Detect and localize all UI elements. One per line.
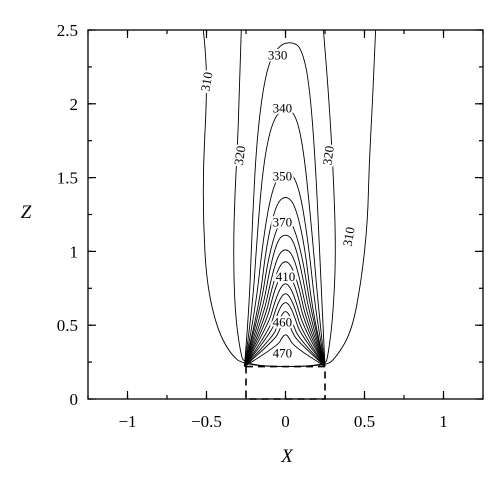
contour-label-370: 370 <box>273 214 293 229</box>
contour-label-330: 330 <box>268 48 288 63</box>
contour-440-line <box>244 302 326 367</box>
y-tick-label: 1.5 <box>57 169 78 188</box>
axis-layer: −1 −0.5 0 0.5 1 0 0.5 1 1.5 2 2.5 <box>57 21 484 431</box>
contour-label-470: 470 <box>273 346 293 361</box>
contour-360-line <box>243 197 326 367</box>
x-tick-label: −0.5 <box>191 412 222 431</box>
x-tick-label: 1 <box>439 412 448 431</box>
y-tick-label: 2.5 <box>57 21 78 40</box>
contour-layer <box>202 29 377 400</box>
y-tick-label: 0 <box>70 390 79 409</box>
contour-label-310: 310 <box>197 71 215 93</box>
contour-420-line <box>244 283 326 367</box>
contour-470-line <box>244 334 326 367</box>
contour-label-layer: 310 320 330 340 350 370 410 460 470 320 310 <box>195 46 359 363</box>
y-tick-label: 0.5 <box>57 316 78 335</box>
x-tick-label: −1 <box>118 412 136 431</box>
contour-430-line <box>244 293 326 367</box>
contour-340-line <box>243 108 326 367</box>
contour-370-line <box>243 218 326 367</box>
contour-390-line <box>243 249 326 367</box>
contour-label-320: 320 <box>319 145 337 166</box>
contour-label-460: 460 <box>273 315 293 330</box>
contour-400-line <box>243 261 326 367</box>
contour-label-320: 320 <box>231 145 249 166</box>
x-tick-label: 0.5 <box>354 412 375 431</box>
y-tick-label: 2 <box>70 95 79 114</box>
y-axis-title: Z <box>21 202 32 223</box>
contour-450-line <box>244 311 326 367</box>
x-tick-label: 0 <box>281 412 290 431</box>
contour-label-410: 410 <box>276 269 296 284</box>
contour-350-line <box>243 170 326 367</box>
contour-460-line <box>244 319 326 367</box>
contour-410-line <box>243 273 326 367</box>
contour-330-line <box>243 42 326 367</box>
y-tick-label: 1 <box>70 242 79 261</box>
contour-label-350: 350 <box>273 169 293 184</box>
contour-380-line <box>243 234 326 367</box>
x-axis-title: X <box>280 446 294 467</box>
contour-label-340: 340 <box>273 101 293 116</box>
contour-label-310: 310 <box>340 226 358 248</box>
contour-320-line <box>233 29 336 367</box>
